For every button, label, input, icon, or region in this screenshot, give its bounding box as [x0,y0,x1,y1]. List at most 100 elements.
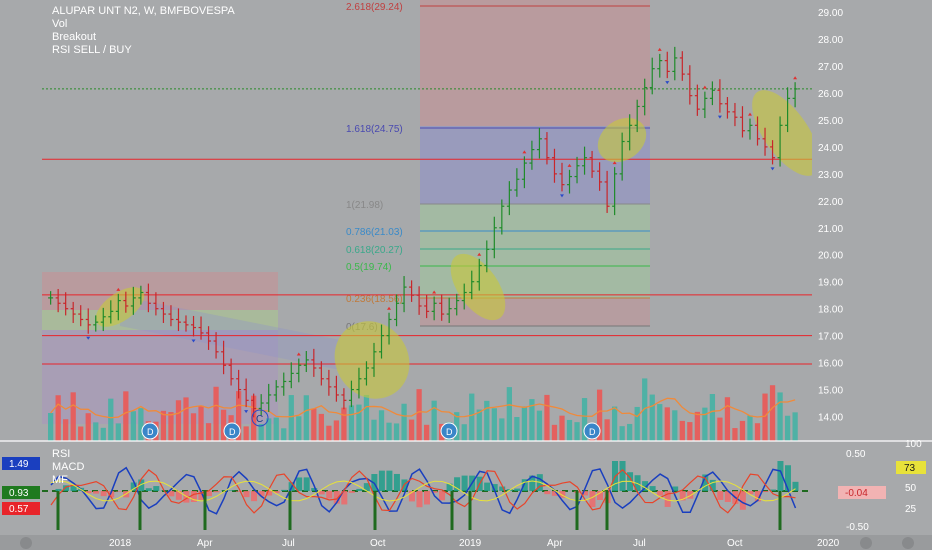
volume-bar [198,405,204,441]
volume-bar [777,392,783,441]
volume-bar [657,404,663,441]
dividend-marker [440,422,458,440]
volume-bar [266,418,272,441]
dividend-label: D [229,427,236,437]
left-label-3: 0.57 [9,504,29,515]
volume-ma-line [50,397,796,419]
volume-bar [123,391,129,441]
volume-bar [356,404,362,441]
sell-marker [477,252,482,256]
volume-bar [566,419,573,441]
macd-histogram-bar [190,491,197,502]
volume-bar [138,408,144,441]
volume-bar [702,407,708,441]
sub-pane-legend: RSI MACD MF [52,448,84,487]
macd-histogram-bar [145,488,152,491]
volume-bar [175,400,182,441]
fib-zone-low [420,298,650,326]
settings-button[interactable] [902,537,914,549]
macd-histogram-bar [236,491,243,492]
buy-marker [665,81,670,85]
volume-bar [461,424,467,441]
price-axis-tick: 26.00 [818,89,843,100]
macd-histogram-bar [762,491,769,493]
fib-label: 0.236(18.56) [346,294,403,305]
time-axis-tick: 2018 [109,538,132,549]
macd-histogram-bar [529,475,536,491]
macd-histogram-bar [393,473,400,491]
macd-histogram-bar [258,491,265,497]
fib-label: 1(21.98) [346,200,383,211]
time-axis-tick: Jul [282,538,295,549]
buy-marker [191,339,196,343]
mf-line [50,468,796,514]
legend-rsi-sell-buy: RSI SELL / BUY [52,44,132,56]
split-label: C [256,414,263,425]
macd-histogram-bar [709,479,716,491]
buy-marker [244,410,249,414]
scroll-right-button[interactable] [860,537,872,549]
volume-bar [642,378,648,441]
volume-bar [318,413,324,441]
volume-bar [48,413,54,441]
price-axis-tick: 21.00 [818,224,843,235]
rsi-value-badge [896,461,926,474]
macd-histogram-bar [619,461,626,491]
macd-histogram-bar [657,491,664,496]
price-axis [812,0,932,441]
macd-histogram-bar [521,479,528,491]
volume-bar [386,422,392,441]
macd-histogram-bar [341,491,348,505]
volume-bar [258,424,264,441]
split-marker [251,409,269,427]
volume-bar [484,400,490,441]
volume-bar [341,407,347,441]
volume-bar [288,395,294,441]
volume-bar [454,412,460,441]
macd-histogram-bar [228,490,235,491]
rsi-value-label: 73 [904,463,916,474]
price-axis-tick: 17.00 [818,332,843,343]
macd-histogram-bar [311,488,318,491]
left-label-2: 0.93 [9,488,29,499]
macd-histogram-bar [461,475,468,491]
macd-histogram-bar [446,483,453,491]
macd-histogram-bar [296,477,303,491]
volume-bar [408,419,415,441]
sub-axis-tick: 50 [905,483,917,494]
volume-bar [311,408,317,441]
left-badge-2 [2,486,40,499]
macd-histogram-bar [431,491,438,493]
sell-marker [747,112,752,116]
scroll-left-button[interactable] [20,537,32,549]
macd-histogram-bar [702,474,709,491]
volume-bar [619,426,625,441]
volume-bar [85,413,91,441]
macd-histogram-bar [551,491,558,496]
macd-histogram-bar [378,470,385,491]
macd-histogram-bar [273,491,280,494]
macd-histogram-bar [356,488,363,491]
volume-bar [784,415,791,441]
sub-axis-tick: 0.50 [846,449,866,460]
legend-vol: Vol [52,18,68,30]
buy-marker [86,336,91,340]
macd-histogram-bar [596,491,603,501]
volume-bar [424,424,430,441]
macd-histogram-bar [175,491,182,500]
breakout-ellipse [752,90,820,176]
sell-marker [793,76,798,80]
fib-label: 0.618(20.27) [346,245,403,256]
macd-histogram-bar [205,491,212,497]
macd-histogram-bar [424,491,431,505]
legend-rsi: RSI [52,448,71,460]
macd-histogram-bar [514,488,521,491]
volume-bar [130,411,136,441]
macd-histogram-bar [318,491,325,495]
volume-bar [694,411,700,441]
sell-marker [387,306,392,310]
volume-bar [378,410,385,441]
legend-breakout: Breakout [52,31,97,43]
volume-bar [612,406,618,441]
